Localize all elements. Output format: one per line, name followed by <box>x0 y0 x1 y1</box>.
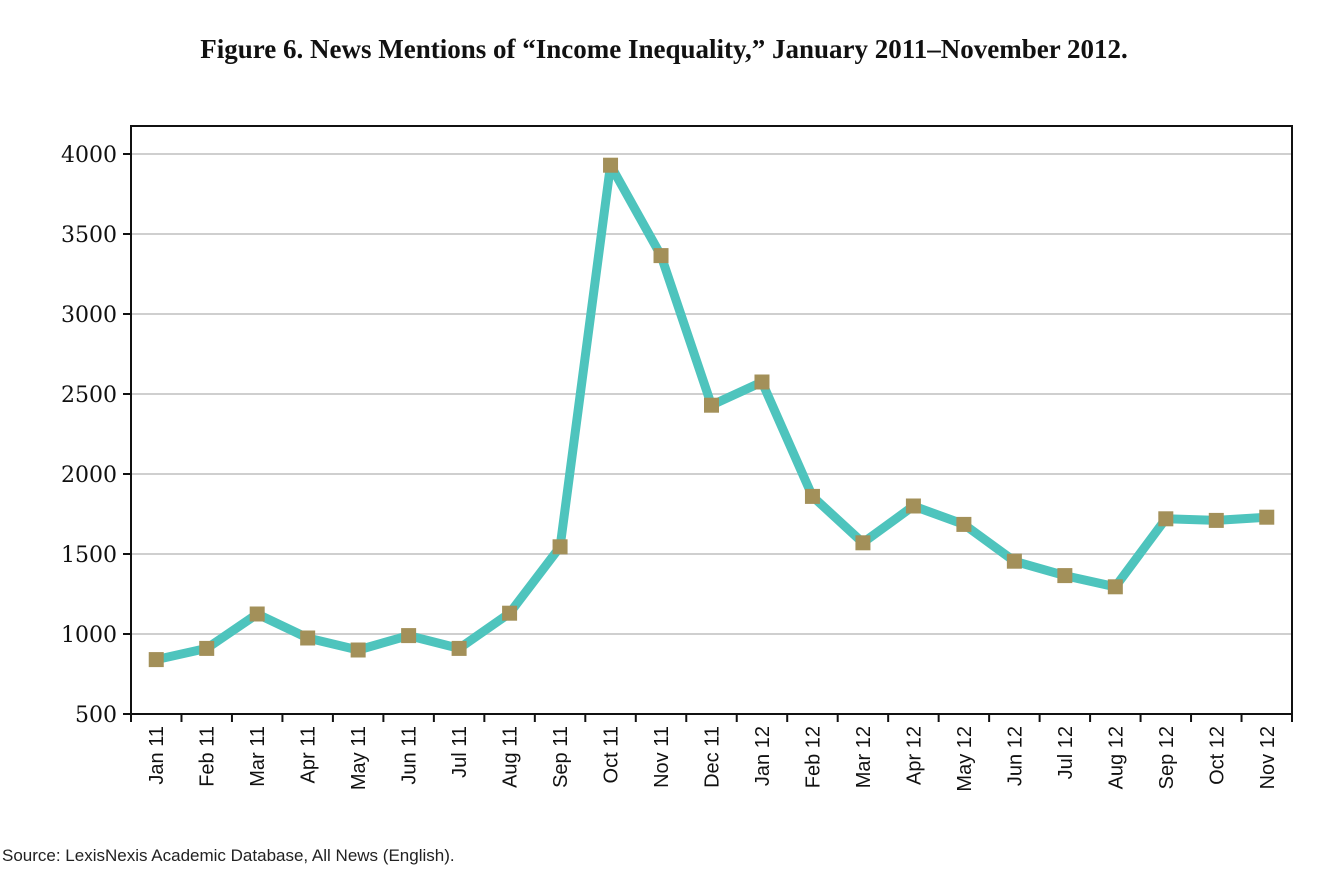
data-point <box>956 516 972 532</box>
x-tick-label: Mar 12 <box>853 726 875 788</box>
data-point <box>1158 511 1174 527</box>
x-tick-label: Jun 12 <box>1004 726 1026 786</box>
data-point <box>199 640 215 656</box>
x-tick-label: Sep 12 <box>1156 726 1178 789</box>
data-point <box>754 374 770 390</box>
x-tick-label: Jul 12 <box>1055 726 1077 779</box>
y-axis-ticks: 500 1000 1500 2000 2500 3000 3500 4000 <box>61 143 131 728</box>
x-tick-label: Jun 11 <box>399 726 421 785</box>
data-point <box>249 606 265 622</box>
y-tick-label: 1000 <box>61 623 117 648</box>
series-markers <box>148 157 1275 668</box>
x-tick-label: Aug 11 <box>500 726 522 788</box>
x-tick-label: Jan 11 <box>146 726 168 785</box>
y-tick-label: 500 <box>75 703 117 728</box>
x-tick-label: Jan 12 <box>752 726 774 786</box>
data-point <box>1107 579 1123 595</box>
data-point <box>1259 509 1275 525</box>
chart-title: Figure 6. News Mentions of “Income Inequ… <box>200 34 1128 64</box>
x-tick-label: Jul 11 <box>449 726 471 778</box>
x-tick-label: Nov 11 <box>651 726 673 788</box>
source-note: Source: LexisNexis Academic Database, Al… <box>2 846 455 865</box>
data-point <box>1057 568 1073 584</box>
data-point <box>350 642 366 658</box>
x-tick-label: Nov 12 <box>1257 726 1279 789</box>
data-point <box>804 488 820 504</box>
data-point <box>855 535 871 551</box>
y-tick-label: 1500 <box>61 543 117 568</box>
x-tick-label: Oct 11 <box>601 726 623 783</box>
x-tick-label: Sep 11 <box>550 726 572 788</box>
x-tick-label: Apr 11 <box>298 726 320 783</box>
y-tick-label: 4000 <box>61 143 117 168</box>
data-point <box>552 539 568 555</box>
x-axis-ticks: Jan 11 Feb 11 Mar 11 Apr 11 May 11 Jun 11 Jul … <box>130 714 1293 792</box>
x-tick-label: Aug 12 <box>1105 726 1127 789</box>
data-point <box>704 397 719 413</box>
x-tick-label: Feb 11 <box>197 726 219 787</box>
x-tick-label: Oct 12 <box>1206 726 1228 785</box>
y-tick-label: 3000 <box>61 303 117 328</box>
x-tick-label: May 12 <box>954 726 976 792</box>
gridlines <box>131 153 1292 635</box>
data-point <box>653 248 669 264</box>
x-tick-label: May 11 <box>348 726 370 790</box>
data-point <box>1208 512 1224 528</box>
data-point <box>148 652 164 668</box>
data-point <box>603 157 619 173</box>
data-point <box>300 630 316 646</box>
x-tick-label: Feb 12 <box>802 726 824 788</box>
x-tick-label: Apr 12 <box>903 726 925 785</box>
plot-frame <box>130 125 1293 715</box>
y-tick-label: 3500 <box>61 223 117 248</box>
data-point <box>401 628 417 644</box>
data-point <box>905 498 921 514</box>
data-point <box>1006 553 1022 569</box>
y-tick-label: 2000 <box>61 463 117 488</box>
x-tick-label: Dec 11 <box>702 726 724 788</box>
data-point <box>451 640 467 656</box>
y-tick-label: 2500 <box>61 383 117 408</box>
x-tick-label: Mar 11 <box>247 726 269 787</box>
data-point <box>502 605 518 621</box>
